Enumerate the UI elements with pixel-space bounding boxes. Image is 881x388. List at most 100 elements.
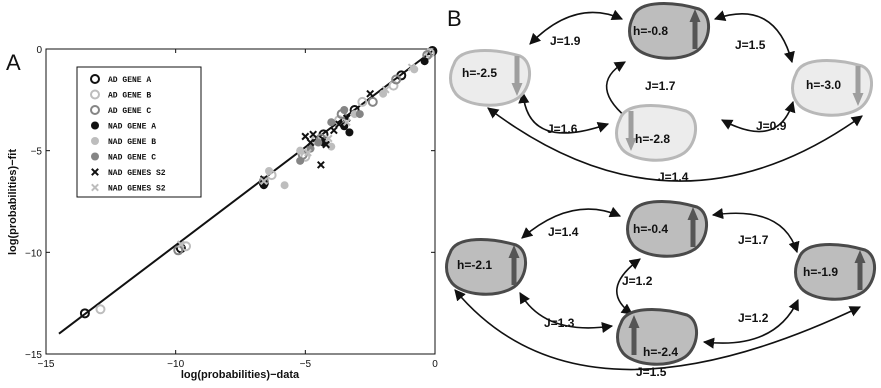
legend-marker <box>91 183 99 192</box>
network-2: J=1.4 J=1.7 J=1.2 J=1.3 J=1.2 J=1.5 h=-0.4 h=-2… <box>445 200 876 379</box>
coupling-label: J=1.5 <box>735 38 766 52</box>
gene-node-shape <box>628 2 710 60</box>
coupling-label: J=1.2 <box>738 311 769 325</box>
field-label: h=-0.4 <box>633 222 668 236</box>
plot-frame <box>45 48 436 355</box>
spin-up-arrow-icon <box>508 245 520 285</box>
legend-entry: NAD GENES S2 <box>108 169 166 178</box>
data-point <box>322 140 330 149</box>
data-point <box>327 118 336 127</box>
gene-node-shape <box>791 59 873 117</box>
data-points <box>79 46 438 319</box>
data-point <box>306 138 315 147</box>
coupling-label: J=1.2 <box>622 274 653 288</box>
legend-marker <box>91 168 99 176</box>
data-point <box>176 240 185 249</box>
data-point <box>335 120 343 129</box>
gene-node: h=-2.5 <box>449 49 531 107</box>
coupling-arc <box>711 208 800 254</box>
data-point <box>357 96 368 107</box>
gene-node-shape <box>449 49 531 107</box>
gene-node: h=-0.8 <box>628 2 710 60</box>
data-point <box>95 304 106 315</box>
legend-entry: NAD GENE A <box>108 123 156 132</box>
data-point <box>340 122 349 131</box>
panel-label-b: B <box>447 6 462 31</box>
x-tick-label: 0 <box>432 359 438 370</box>
legend-entry: NAD GENE B <box>108 138 156 147</box>
y-tick-label: 0 <box>36 45 42 56</box>
data-point <box>340 106 349 114</box>
y-axis-label: log(probabilities)−fit <box>7 149 19 255</box>
data-point <box>314 138 323 147</box>
coupling-label: J=1.7 <box>738 233 769 247</box>
gene-node: h=-0.4 <box>626 200 708 258</box>
gene-node-shape <box>794 243 876 301</box>
data-point <box>316 160 325 169</box>
data-point <box>366 89 375 98</box>
data-point <box>391 74 402 85</box>
data-point <box>79 308 90 319</box>
coupling-arc <box>529 9 624 45</box>
x-tick-label: −5 <box>300 359 312 370</box>
data-point <box>407 63 416 72</box>
legend-marker <box>91 152 99 161</box>
field-label: h=-0.8 <box>633 24 668 38</box>
coupling-arc <box>487 107 863 182</box>
data-point <box>324 134 333 143</box>
data-point <box>355 110 364 119</box>
data-point <box>306 144 315 153</box>
scatter-chart: −15 −10 −5 0 0 −5 −10 −15 log(probabilities)−da… <box>7 45 438 381</box>
coupling-label: J=0.9 <box>756 119 787 133</box>
y-tick-label: −5 <box>31 147 43 158</box>
data-point <box>329 126 338 135</box>
field-label: h=-2.8 <box>635 132 670 146</box>
gene-node-shape <box>615 104 697 162</box>
y-tick-label: −15 <box>25 350 42 361</box>
data-point <box>280 181 289 190</box>
field-label: h=-2.4 <box>643 345 678 359</box>
data-point <box>379 89 388 98</box>
coupling-label: J=1.4 <box>548 225 579 239</box>
gene-node-shape <box>626 200 708 258</box>
legend-marker <box>90 89 100 100</box>
legend-entry: AD GENE B <box>108 92 151 101</box>
x-tick-label: −10 <box>167 359 184 370</box>
coupling-label: J=1.4 <box>658 170 689 184</box>
gene-node: h=-2.4 <box>616 308 698 366</box>
field-label: h=-2.1 <box>457 258 492 272</box>
data-point <box>265 167 274 175</box>
legend-marker <box>90 74 100 84</box>
legend-marker <box>91 137 99 145</box>
gene-node-shape <box>445 238 527 296</box>
field-label: h=-2.5 <box>462 66 497 80</box>
data-point <box>342 118 351 127</box>
data-point <box>345 128 354 137</box>
spin-up-arrow-icon <box>854 250 866 290</box>
coupling-arc <box>521 206 622 239</box>
field-label: h=-3.0 <box>806 78 841 92</box>
data-point <box>301 132 310 141</box>
network-1: J=1.9 J=1.5 J=1.7 J=1.6 J=0.9 J=1.4 h=-0.8 h=-2… <box>449 2 873 184</box>
coupling-label: J=1.7 <box>645 79 676 93</box>
data-point <box>259 175 268 184</box>
gene-node: h=-3.0 <box>791 59 873 117</box>
coupling-arc <box>713 10 795 64</box>
coupling-label: J=1.3 <box>544 316 575 330</box>
spin-up-arrow-icon <box>628 315 640 355</box>
spin-up-arrow-icon <box>687 207 699 247</box>
coupling-arc <box>454 289 862 371</box>
panel-label-a: A <box>6 50 21 75</box>
legend-entry: NAD GENES S2 <box>108 185 166 194</box>
spin-down-arrow-icon <box>511 56 523 96</box>
coupling-label: J=1.9 <box>550 34 581 48</box>
x-axis-label: log(probabilities)−data <box>181 369 300 381</box>
legend-marker <box>91 121 99 130</box>
gene-node: h=-1.9 <box>794 243 876 301</box>
legend-entry: AD GENE A <box>108 76 151 85</box>
data-point <box>304 148 312 157</box>
data-point <box>296 156 305 165</box>
data-point <box>327 142 336 151</box>
data-point <box>309 130 318 139</box>
coupling-arc <box>518 91 610 134</box>
